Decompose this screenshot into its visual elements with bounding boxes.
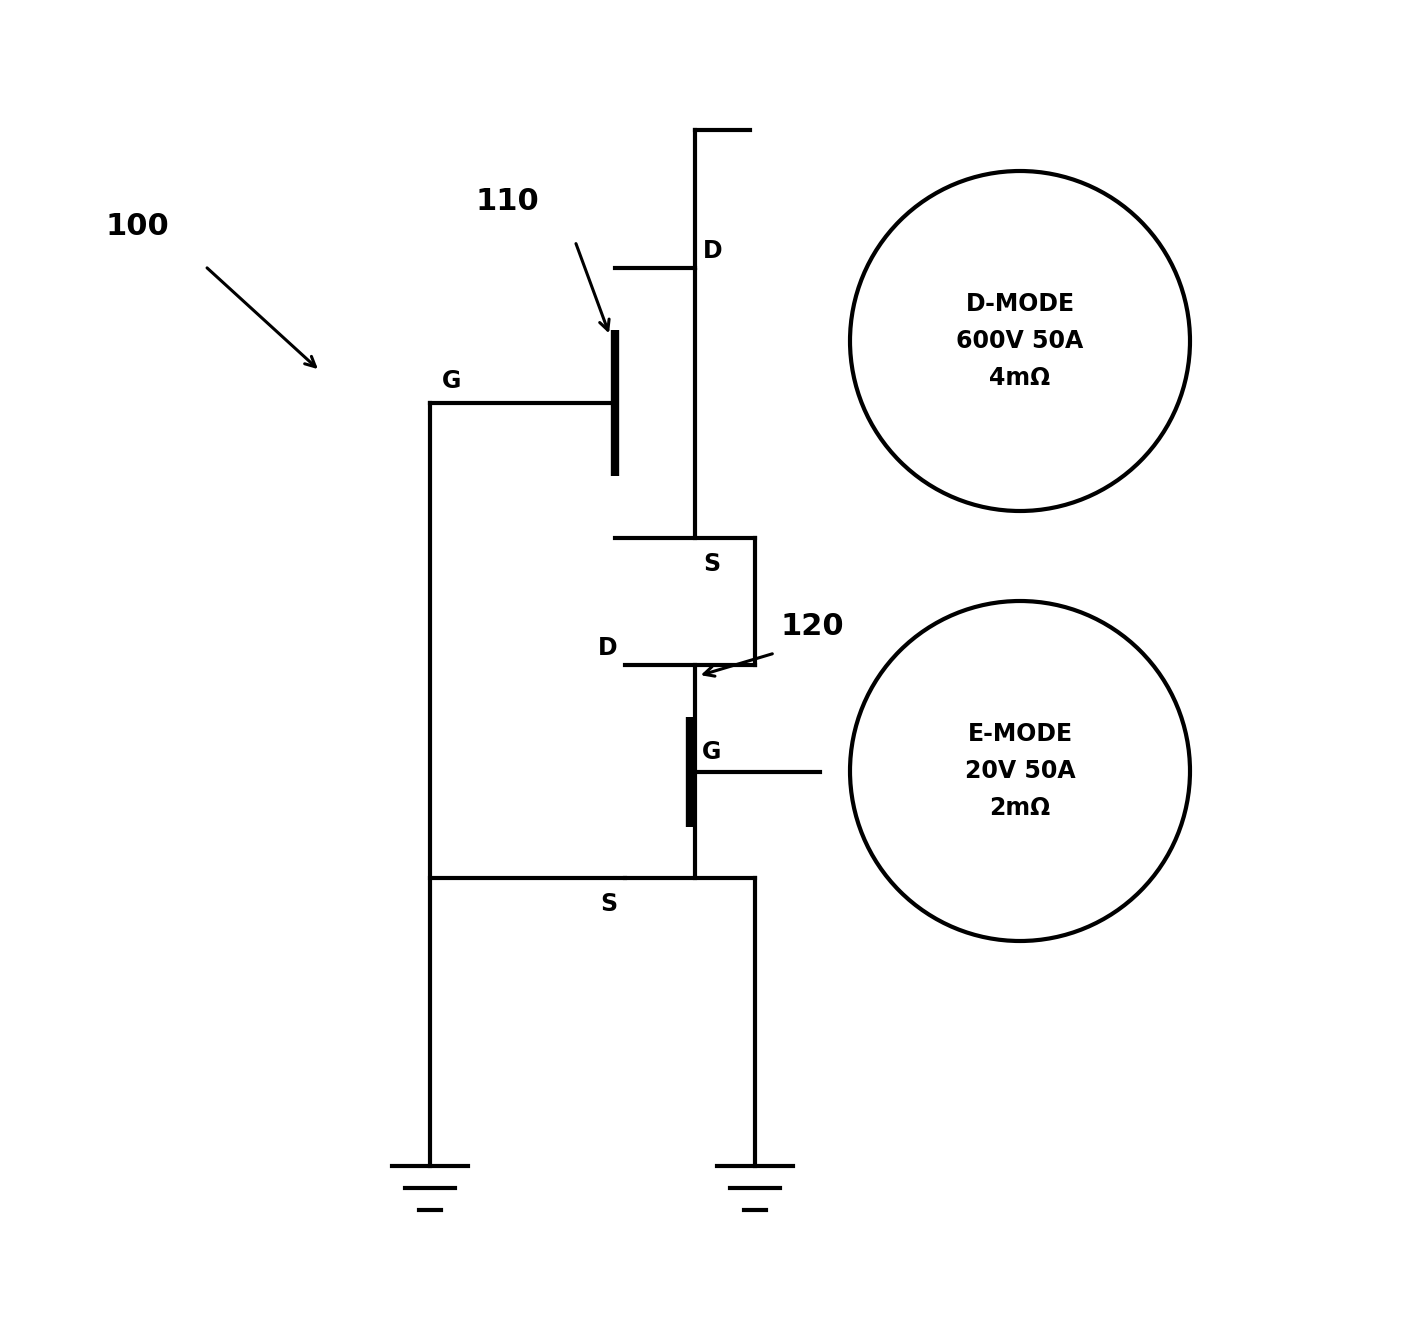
Text: 100: 100 (106, 211, 169, 240)
Text: G: G (703, 740, 721, 764)
Text: 110: 110 (476, 188, 538, 217)
Text: D: D (597, 635, 617, 660)
Text: D: D (703, 239, 723, 263)
Text: S: S (703, 552, 720, 576)
Text: 120: 120 (780, 612, 844, 641)
Text: S: S (600, 892, 617, 915)
Text: G: G (443, 369, 461, 394)
Text: E-MODE
20V 50A
2mΩ: E-MODE 20V 50A 2mΩ (965, 721, 1075, 820)
Text: D-MODE
600V 50A
4mΩ: D-MODE 600V 50A 4mΩ (957, 292, 1084, 390)
